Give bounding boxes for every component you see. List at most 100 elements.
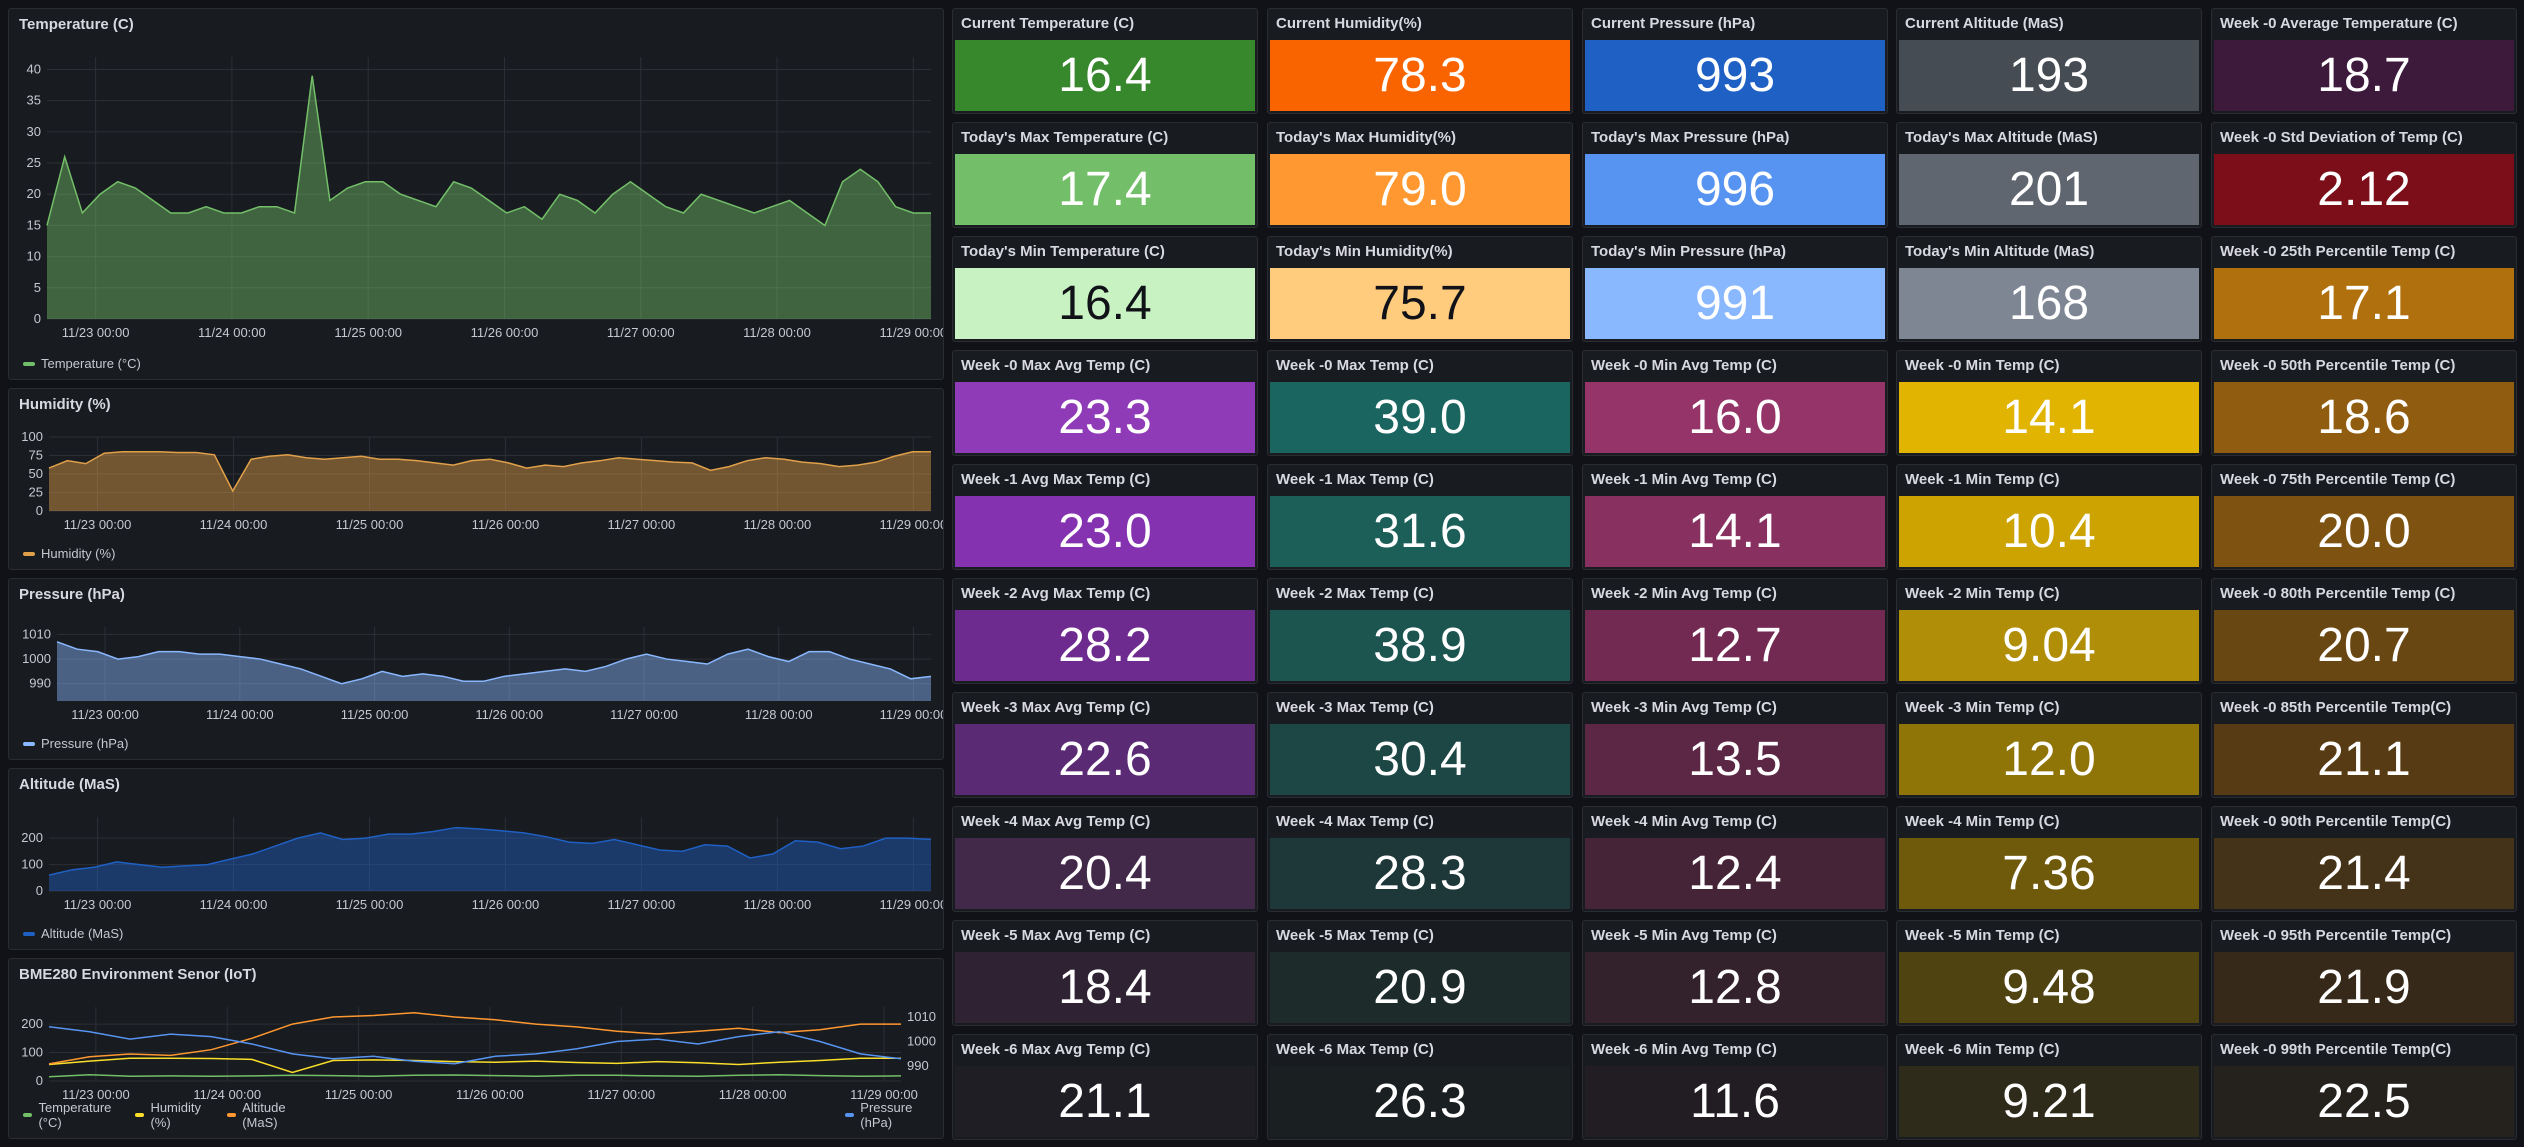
stat-panel[interactable]: Week -0 Min Avg Temp (C) 16.0 bbox=[1582, 350, 1888, 456]
stat-panel[interactable]: Week -6 Max Temp (C) 26.3 bbox=[1267, 1034, 1573, 1140]
stat-value: 30.4 bbox=[1270, 724, 1570, 795]
temperature-chart[interactable]: 11/23 00:00 11/24 00:00 11/25 00:00 11/26 0… bbox=[9, 9, 944, 380]
stat-value: 16.4 bbox=[955, 40, 1255, 111]
stat-panel[interactable]: Week -5 Min Avg Temp (C) 12.8 bbox=[1582, 920, 1888, 1026]
humidity-chart[interactable]: 11/23 00:00 11/24 00:00 11/25 00:00 11/26 0… bbox=[9, 389, 944, 570]
stat-title: Current Altitude (MaS) bbox=[1905, 15, 2064, 32]
x-tick-label: 11/23 00:00 bbox=[71, 707, 139, 722]
y-tick-label: 10 bbox=[27, 249, 41, 264]
stat-value: 22.6 bbox=[955, 724, 1255, 795]
stat-panel[interactable]: Week -0 25th Percentile Temp (C) 17.1 bbox=[2211, 236, 2517, 342]
stat-panel[interactable]: Week -0 Max Avg Temp (C) 23.3 bbox=[952, 350, 1258, 456]
stat-panel[interactable]: Week -1 Min Avg Temp (C) 14.1 bbox=[1582, 464, 1888, 570]
stat-panel[interactable]: Week -0 99th Percentile Temp(C) 22.5 bbox=[2211, 1034, 2517, 1140]
y-tick-label: 20 bbox=[27, 186, 41, 201]
x-tick-label: 11/27 00:00 bbox=[610, 707, 678, 722]
stat-panel[interactable]: Week -4 Min Avg Temp (C) 12.4 bbox=[1582, 806, 1888, 912]
stat-panel[interactable]: Today's Max Humidity(%) 79.0 bbox=[1267, 122, 1573, 228]
stat-panel[interactable]: Week -2 Min Avg Temp (C) 12.7 bbox=[1582, 578, 1888, 684]
legend-item[interactable]: Altitude (MaS) bbox=[23, 926, 123, 941]
series-line bbox=[48, 1025, 902, 1065]
stat-panel[interactable]: Week -6 Min Avg Temp (C) 11.6 bbox=[1582, 1034, 1888, 1140]
stat-value: 12.8 bbox=[1585, 952, 1885, 1023]
x-tick-label: 11/27 00:00 bbox=[608, 897, 676, 912]
stat-panel[interactable]: Week -0 80th Percentile Temp (C) 20.7 bbox=[2211, 578, 2517, 684]
stat-panel[interactable]: Today's Max Temperature (C) 17.4 bbox=[952, 122, 1258, 228]
stat-panel[interactable]: Week -5 Min Temp (C) 9.48 bbox=[1896, 920, 2202, 1026]
stat-panel[interactable]: Current Humidity(%) 78.3 bbox=[1267, 8, 1573, 114]
x-tick-label: 11/25 00:00 bbox=[341, 707, 409, 722]
stat-panel[interactable]: Today's Min Pressure (hPa) 991 bbox=[1582, 236, 1888, 342]
humidity-panel[interactable]: Humidity (%) 11/23 00:00 11/24 00:00 11/25… bbox=[8, 388, 944, 570]
stat-panel[interactable]: Today's Min Altitude (MaS) 168 bbox=[1896, 236, 2202, 342]
stat-panel[interactable]: Today's Min Humidity(%) 75.7 bbox=[1267, 236, 1573, 342]
stat-title: Week -0 25th Percentile Temp (C) bbox=[2220, 243, 2456, 260]
stat-panel[interactable]: Week -1 Avg Max Temp (C) 23.0 bbox=[952, 464, 1258, 570]
x-tick-label: 11/26 00:00 bbox=[472, 897, 540, 912]
stat-panel[interactable]: Week -4 Max Avg Temp (C) 20.4 bbox=[952, 806, 1258, 912]
stat-panel[interactable]: Week -0 85th Percentile Temp(C) 21.1 bbox=[2211, 692, 2517, 798]
stat-panel[interactable]: Week -4 Max Temp (C) 28.3 bbox=[1267, 806, 1573, 912]
stat-value: 12.0 bbox=[1899, 724, 2199, 795]
pressure-chart[interactable]: 11/23 00:00 11/24 00:00 11/25 00:00 11/26 0… bbox=[9, 579, 944, 760]
stat-panel[interactable]: Week -0 50th Percentile Temp (C) 18.6 bbox=[2211, 350, 2517, 456]
stat-title: Week -3 Max Avg Temp (C) bbox=[961, 699, 1151, 716]
pressure-panel[interactable]: Pressure (hPa) 11/23 00:00 11/24 00:00 11/… bbox=[8, 578, 944, 760]
stat-panel[interactable]: Week -0 75th Percentile Temp (C) 20.0 bbox=[2211, 464, 2517, 570]
stat-value: 996 bbox=[1585, 154, 1885, 225]
stat-title: Week -1 Min Temp (C) bbox=[1905, 471, 2060, 488]
stat-panel[interactable]: Week -3 Max Avg Temp (C) 22.6 bbox=[952, 692, 1258, 798]
stat-value: 75.7 bbox=[1270, 268, 1570, 339]
stat-value: 12.4 bbox=[1585, 838, 1885, 909]
x-tick-label: 11/23 00:00 bbox=[62, 325, 130, 340]
y-tick-label: 200 bbox=[21, 1016, 43, 1031]
combined-panel[interactable]: BME280 Environment Senor (IoT) 11/23 00:… bbox=[8, 958, 944, 1139]
legend-item[interactable]: Humidity (%) bbox=[135, 1100, 209, 1130]
stat-panel[interactable]: Week -5 Max Avg Temp (C) 18.4 bbox=[952, 920, 1258, 1026]
stat-panel[interactable]: Current Pressure (hPa) 993 bbox=[1582, 8, 1888, 114]
stat-panel[interactable]: Today's Max Altitude (MaS) 201 bbox=[1896, 122, 2202, 228]
stat-panel[interactable]: Week -6 Max Avg Temp (C) 21.1 bbox=[952, 1034, 1258, 1140]
legend-item[interactable]: Temperature (°C) bbox=[23, 1100, 117, 1130]
temperature-panel[interactable]: Temperature (C) 11/23 00:00 11/24 00:00 11… bbox=[8, 8, 944, 380]
stat-panel[interactable]: Week -0 Std Deviation of Temp (C) 2.12 bbox=[2211, 122, 2517, 228]
legend-item[interactable]: Pressure (hPa) bbox=[844, 1100, 929, 1130]
legend-item[interactable]: Altitude (MaS) bbox=[226, 1100, 307, 1130]
stat-title: Week -0 90th Percentile Temp(C) bbox=[2220, 813, 2452, 830]
stat-panel[interactable]: Today's Max Pressure (hPa) 996 bbox=[1582, 122, 1888, 228]
legend-item[interactable]: Pressure (hPa) bbox=[23, 736, 128, 751]
stat-value: 7.36 bbox=[1899, 838, 2199, 909]
stat-panel[interactable]: Week -3 Min Temp (C) 12.0 bbox=[1896, 692, 2202, 798]
stat-panel[interactable]: Week -0 95th Percentile Temp(C) 21.9 bbox=[2211, 920, 2517, 1026]
stat-panel[interactable]: Week -4 Min Temp (C) 7.36 bbox=[1896, 806, 2202, 912]
y-right-tick-label: 1000 bbox=[907, 1034, 936, 1049]
stat-panel[interactable]: Current Altitude (MaS) 193 bbox=[1896, 8, 2202, 114]
stat-panel[interactable]: Week -3 Min Avg Temp (C) 13.5 bbox=[1582, 692, 1888, 798]
stat-title: Week -0 Max Avg Temp (C) bbox=[961, 357, 1151, 374]
stat-panel[interactable]: Today's Min Temperature (C) 16.4 bbox=[952, 236, 1258, 342]
series-line bbox=[48, 1073, 902, 1078]
stat-panel[interactable]: Current Temperature (C) 16.4 bbox=[952, 8, 1258, 114]
stat-title: Week -0 95th Percentile Temp(C) bbox=[2220, 927, 2452, 944]
altitude-chart[interactable]: 11/23 00:00 11/24 00:00 11/25 00:00 11/26 0… bbox=[9, 769, 944, 950]
stat-panel[interactable]: Week -6 Min Temp (C) 9.21 bbox=[1896, 1034, 2202, 1140]
stat-panel[interactable]: Week -5 Max Temp (C) 20.9 bbox=[1267, 920, 1573, 1026]
stat-panel[interactable]: Week -0 Min Temp (C) 14.1 bbox=[1896, 350, 2202, 456]
stat-panel[interactable]: Week -2 Max Temp (C) 38.9 bbox=[1267, 578, 1573, 684]
stat-panel[interactable]: Week -0 Average Temperature (C) 18.7 bbox=[2211, 8, 2517, 114]
stat-value: 9.21 bbox=[1899, 1066, 2199, 1137]
legend-item[interactable]: Humidity (%) bbox=[23, 546, 115, 561]
series-line bbox=[48, 1057, 901, 1074]
stat-panel[interactable]: Week -1 Min Temp (C) 10.4 bbox=[1896, 464, 2202, 570]
stat-panel[interactable]: Week -1 Max Temp (C) 31.6 bbox=[1267, 464, 1573, 570]
stat-panel[interactable]: Week -2 Avg Max Temp (C) 28.2 bbox=[952, 578, 1258, 684]
stat-panel[interactable]: Week -3 Max Temp (C) 30.4 bbox=[1267, 692, 1573, 798]
altitude-panel[interactable]: Altitude (MaS) 11/23 00:00 11/24 00:00 11/… bbox=[8, 768, 944, 950]
combined-chart[interactable]: 11/23 00:00 11/24 00:00 11/25 00:00 11/26 0… bbox=[9, 959, 944, 1139]
series-area bbox=[47, 75, 931, 319]
legend-item[interactable]: Temperature (°C) bbox=[23, 356, 141, 371]
stat-title: Week -0 Min Avg Temp (C) bbox=[1591, 357, 1777, 374]
stat-panel[interactable]: Week -2 Min Temp (C) 9.04 bbox=[1896, 578, 2202, 684]
stat-panel[interactable]: Week -0 Max Temp (C) 39.0 bbox=[1267, 350, 1573, 456]
stat-panel[interactable]: Week -0 90th Percentile Temp(C) 21.4 bbox=[2211, 806, 2517, 912]
